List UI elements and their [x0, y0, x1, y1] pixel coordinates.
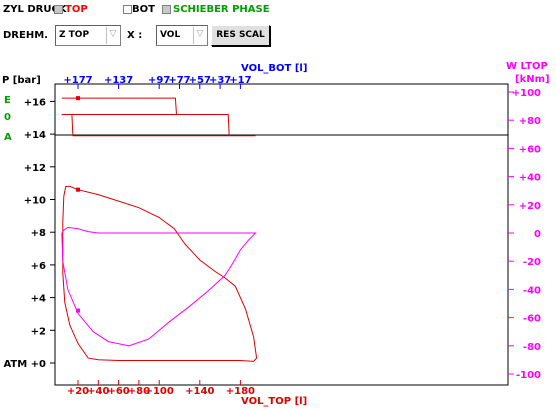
phase-label-e: E [4, 95, 11, 106]
phase-label-0: 0 [4, 112, 11, 123]
right-tick-label: +60 [519, 144, 541, 155]
left-tick-label: +16 [24, 97, 46, 108]
right-axis-unit: [kNm] [515, 74, 550, 85]
phase-line-a [61, 114, 256, 137]
drehm-label: DREHM. [3, 30, 48, 41]
moment-marker [76, 308, 80, 313]
top-tick-label: +37 [209, 75, 231, 86]
top-tick-label: +97 [148, 75, 170, 86]
right-tick-label: -60 [523, 314, 541, 325]
phase-marker [76, 96, 80, 101]
top-checkbox[interactable] [54, 5, 63, 14]
moment-line-wltop [61, 226, 257, 347]
left-tick-label: +4 [31, 294, 46, 305]
plot-frame [54, 83, 509, 386]
drehm-select-value: Z TOP [59, 30, 90, 40]
bottom-tick-label: +100 [145, 386, 174, 397]
bottom-tick-label: +40 [87, 386, 109, 397]
drehm-select[interactable]: Z TOP ▽ [55, 25, 121, 46]
bottom-tick-label: +140 [185, 386, 214, 397]
schieber-phase-checkbox[interactable] [162, 5, 171, 14]
x-axis-select[interactable]: VOL ▽ [156, 25, 208, 46]
right-tick-label: +20 [519, 201, 541, 212]
top-tick-label: +17 [229, 75, 251, 86]
top-axis-title: VOL_BOT [l] [241, 63, 307, 74]
left-tick-label: +8 [31, 228, 46, 239]
left-tick-label: +6 [31, 261, 46, 272]
bottom-axis-title: VOL_TOP [l] [241, 396, 307, 407]
left-tick-label: +10 [24, 196, 46, 207]
right-tick-label: +80 [519, 116, 541, 127]
x-label: X : [127, 30, 143, 41]
bottom-tick-label: +20 [67, 386, 89, 397]
top-tick-label: +137 [104, 75, 133, 86]
right-tick-label: 0 [534, 229, 541, 240]
right-tick-label: -100 [516, 370, 541, 381]
bot-checkbox[interactable] [123, 5, 132, 14]
reset-scale-button[interactable]: RES SCAL [211, 25, 270, 46]
dropdown-arrow-icon[interactable]: ▽ [193, 27, 206, 44]
dropdown-arrow-icon[interactable]: ▽ [106, 27, 119, 44]
phase-line-e [61, 97, 178, 115]
app-title: ZYL DRUCK [3, 4, 67, 15]
right-tick-label: -80 [523, 342, 541, 353]
top-tick-label: +57 [189, 75, 211, 86]
top-checkbox-label: TOP [65, 4, 88, 15]
right-tick-label: -40 [523, 285, 541, 296]
left-axis-title: P [bar] [2, 75, 41, 86]
bottom-tick-label: +180 [226, 386, 255, 397]
right-tick-label: +100 [512, 88, 541, 99]
bottom-tick-label: +60 [107, 386, 129, 397]
top-tick-label: +77 [168, 75, 190, 86]
left-tick-label: +2 [31, 326, 46, 337]
pressure-line-top [62, 185, 258, 362]
pressure-marker [76, 187, 80, 192]
bottom-tick-label: +80 [128, 386, 150, 397]
left-tick-label: ATM +0 [3, 359, 46, 370]
phase-label-a: A [4, 132, 12, 143]
right-axis-title: W LTOP [506, 61, 548, 72]
top-tick-label: +177 [63, 75, 92, 86]
bot-checkbox-label: BOT [132, 4, 155, 15]
schieber-phase-label: SCHIEBER PHASE [173, 4, 270, 15]
x-axis-select-value: VOL [160, 30, 181, 40]
right-tick-label: +40 [519, 173, 541, 184]
left-tick-label: +12 [24, 163, 46, 174]
right-tick-label: -20 [523, 257, 541, 268]
left-tick-label: +14 [24, 130, 46, 141]
phase-line-0 [176, 114, 230, 136]
